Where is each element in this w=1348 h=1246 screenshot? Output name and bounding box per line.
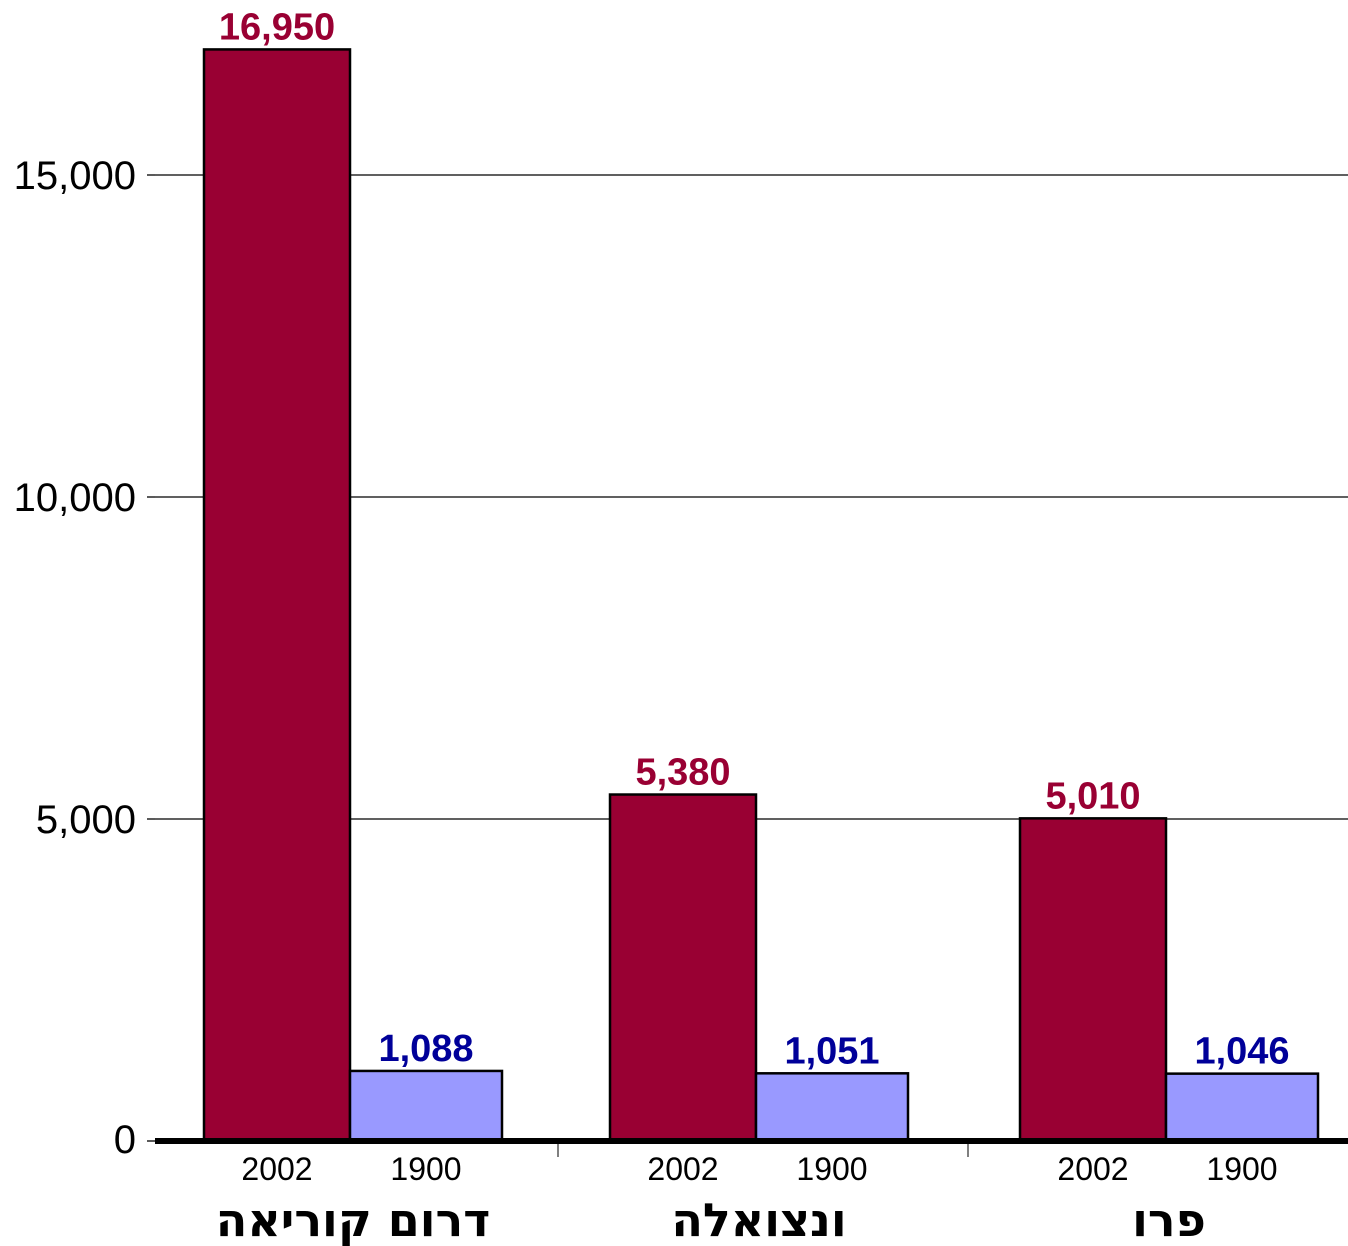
bar-2002 xyxy=(608,793,758,1143)
data-label: 1,051 xyxy=(784,1030,879,1072)
y-tick-label: 0 xyxy=(114,1118,136,1162)
x-tick-label: 2002 xyxy=(241,1151,312,1187)
y-tick-label: 10,000 xyxy=(14,476,136,520)
x-tick-label: 2002 xyxy=(1057,1151,1128,1187)
y-axis: 0 5,000 10,000 15,000 xyxy=(14,154,155,1162)
data-label: 1,046 xyxy=(1194,1031,1289,1073)
x-tick-label: 2002 xyxy=(647,1151,718,1187)
category-label: ונצואלה xyxy=(671,1193,846,1246)
bar-2002 xyxy=(1018,817,1168,1143)
data-label: 16,950 xyxy=(219,6,335,48)
bar-1900 xyxy=(348,1069,504,1143)
x-tick-label: 1900 xyxy=(390,1151,461,1187)
data-label: 1,088 xyxy=(378,1028,473,1070)
bar-2002 xyxy=(202,48,352,1143)
data-label: 5,380 xyxy=(635,752,730,794)
bars xyxy=(202,48,1320,1143)
bar-1900 xyxy=(754,1072,910,1143)
category-label: דרום קוריאה xyxy=(216,1193,491,1246)
data-label: 5,010 xyxy=(1045,775,1140,817)
y-tick-label: 5,000 xyxy=(36,798,136,842)
x-axis xyxy=(155,1138,1348,1157)
x-tick-label: 1900 xyxy=(796,1151,867,1187)
x-tick-label: 1900 xyxy=(1206,1151,1277,1187)
bar-1900 xyxy=(1164,1072,1320,1143)
labels: 16,950 2002 1,088 1900 דרום קוריאה 5,380 2002 1… xyxy=(216,6,1290,1246)
y-tick-label: 15,000 xyxy=(14,154,136,198)
category-label: פרו xyxy=(1132,1193,1206,1246)
